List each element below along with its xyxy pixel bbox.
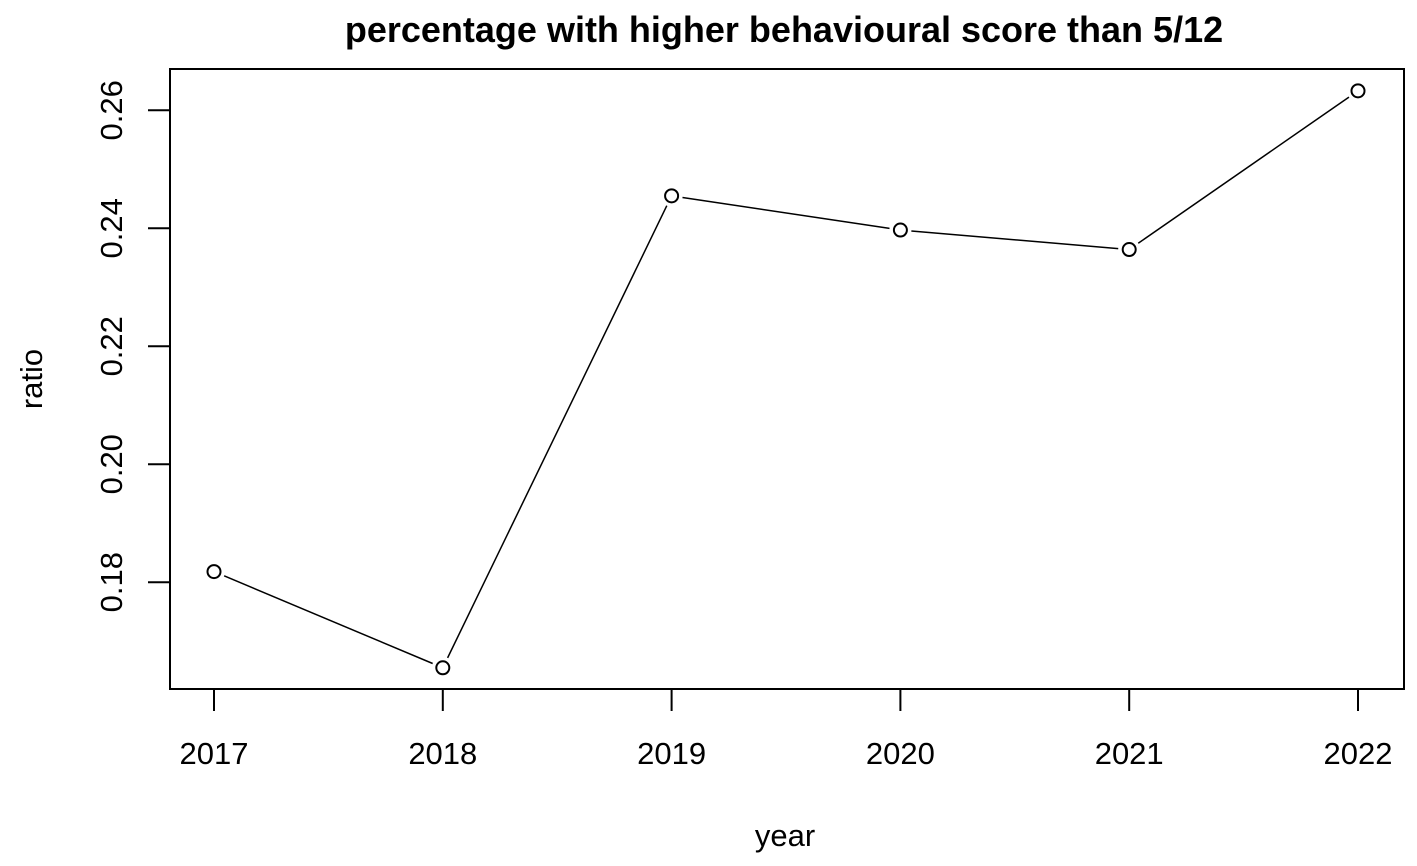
line-segment (1137, 96, 1350, 244)
plot-area-frame (169, 68, 1405, 690)
y-axis: 0.18 0.20 0.22 0.24 0.26 (94, 80, 171, 612)
data-point (1350, 83, 1366, 99)
line-segment (911, 230, 1119, 250)
series-ratio (206, 83, 1366, 676)
y-tick-label: 0.18 (94, 552, 129, 612)
y-tick-label: 0.24 (94, 198, 129, 258)
data-point (892, 222, 908, 238)
x-tick-label: 2018 (408, 736, 477, 771)
x-tick-label: 2017 (180, 736, 249, 771)
line-segment (223, 575, 433, 665)
x-axis-label: year (755, 818, 815, 853)
data-point (664, 188, 680, 204)
data-point (1121, 242, 1137, 258)
x-tick-label: 2022 (1324, 736, 1393, 771)
data-point (206, 564, 222, 580)
x-axis: 2017 2018 2019 2020 2021 2022 (180, 688, 1393, 771)
x-tick-label: 2021 (1095, 736, 1164, 771)
x-tick-label: 2020 (866, 736, 935, 771)
y-tick-label: 0.26 (94, 80, 129, 140)
y-tick-label: 0.20 (94, 434, 129, 494)
y-axis-label: ratio (14, 349, 49, 409)
line-segment (682, 196, 890, 230)
chart-title: percentage with higher behavioural score… (345, 9, 1223, 50)
data-point (435, 660, 451, 676)
y-tick-label: 0.22 (94, 316, 129, 376)
x-tick-label: 2019 (637, 736, 706, 771)
line-segment (446, 205, 668, 659)
